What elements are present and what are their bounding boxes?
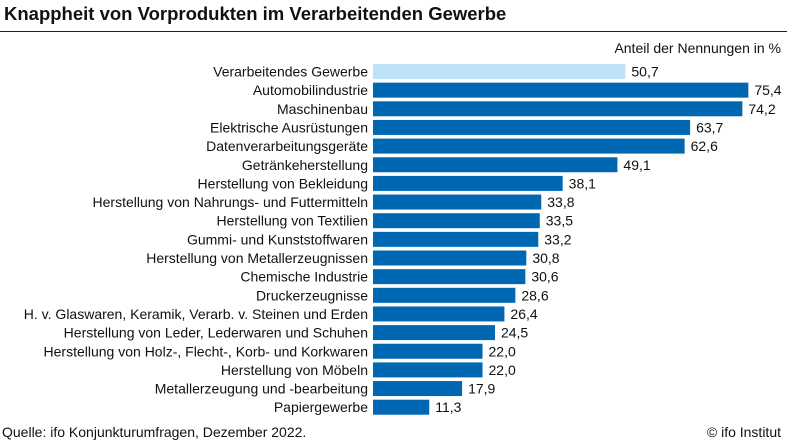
credit-note: © ifo Institut: [706, 424, 781, 440]
value-label: 33,8: [547, 194, 574, 210]
bar: [373, 399, 430, 415]
bar: [373, 101, 743, 117]
category-label: Metallerzeugung und -bearbeitung: [155, 381, 368, 397]
category-label: Herstellung von Metallerzeugnissen: [146, 250, 368, 266]
value-label: 30,6: [531, 269, 558, 285]
category-label: Herstellung von Nahrungs- und Futtermitt…: [93, 194, 368, 210]
category-label: Herstellung von Möbeln: [221, 362, 368, 378]
bar: [373, 287, 516, 303]
bar: [373, 138, 685, 154]
category-label: Getränkeherstellung: [242, 157, 368, 173]
chart-title: Knappheit von Vorprodukten im Verarbeite…: [4, 3, 507, 24]
value-label: 74,2: [748, 101, 775, 117]
bar: [373, 82, 749, 98]
value-label: 33,2: [544, 231, 571, 247]
bar: [373, 381, 463, 397]
bar: [373, 175, 563, 191]
category-label: Herstellung von Bekleidung: [198, 175, 368, 191]
value-label: 38,1: [569, 175, 596, 191]
category-label: Automobilindustrie: [253, 82, 368, 98]
value-label: 63,7: [696, 119, 723, 135]
value-label: 22,0: [489, 362, 516, 378]
value-label: 24,5: [501, 325, 528, 341]
value-label: 50,7: [631, 64, 658, 80]
value-label: 22,0: [489, 343, 516, 359]
value-label: 30,8: [532, 250, 559, 266]
bar: [373, 269, 526, 285]
unit-label: Anteil der Nennungen in %: [614, 40, 781, 56]
category-label: Druckerzeugnisse: [256, 287, 368, 303]
category-label: Herstellung von Holz-, Flecht-, Korb- un…: [44, 343, 368, 359]
bar: [373, 213, 540, 229]
bar: [373, 343, 483, 359]
value-label: 49,1: [623, 157, 650, 173]
value-label: 11,3: [435, 399, 461, 415]
category-label: Elektrische Ausrüstungen: [210, 119, 368, 135]
bar: [373, 325, 495, 341]
category-label: Herstellung von Textilien: [217, 213, 369, 229]
category-label: Gummi- und Kunststoffwaren: [187, 231, 368, 247]
category-label: Maschinenbau: [277, 101, 368, 117]
bar: [373, 231, 539, 247]
bar-highlight: [373, 64, 626, 79]
value-label: 26,4: [510, 306, 537, 322]
bar: [373, 250, 527, 266]
value-label: 28,6: [521, 287, 548, 303]
bar: [373, 119, 691, 135]
bar: [373, 157, 618, 173]
source-note: Quelle: ifo Konjunkturumfragen, Dezember…: [2, 424, 307, 440]
category-label: Papiergewerbe: [274, 399, 368, 415]
bar: [373, 306, 505, 322]
category-label: Datenverarbeitungsgeräte: [206, 138, 368, 154]
title-divider: [0, 31, 787, 32]
value-label: 62,6: [691, 138, 718, 154]
category-label: Herstellung von Leder, Lederwaren und Sc…: [64, 325, 368, 341]
value-label: 33,5: [546, 213, 573, 229]
category-label: H. v. Glaswaren, Keramik, Verarb. v. Ste…: [24, 306, 368, 322]
bar: [373, 194, 542, 210]
bar: [373, 362, 483, 378]
category-label: Verarbeitendes Gewerbe: [213, 64, 368, 80]
value-label: 75,4: [754, 82, 781, 98]
category-label: Chemische Industrie: [240, 269, 368, 285]
value-label: 17,9: [468, 381, 495, 397]
